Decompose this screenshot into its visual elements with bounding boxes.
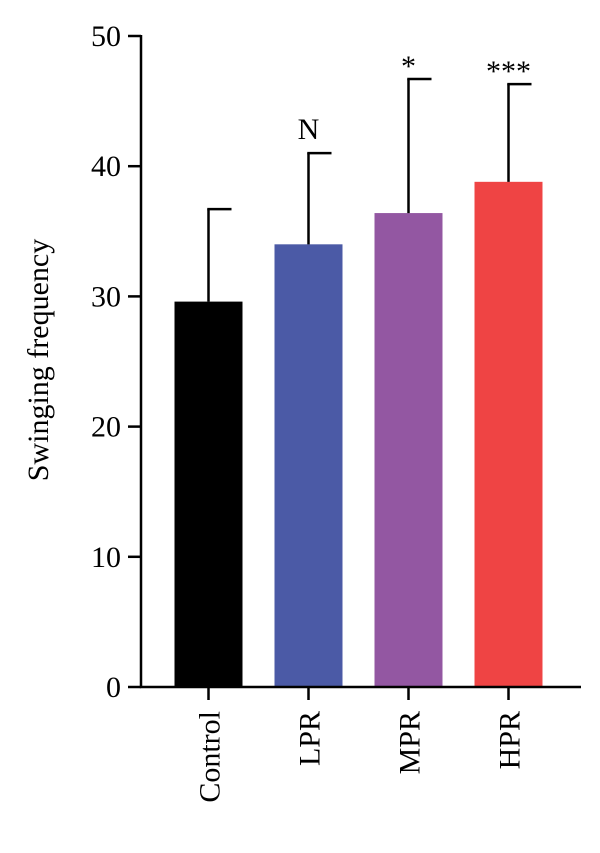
category-label: HPR xyxy=(494,711,527,769)
x-axis-category-labels: Control LPR MPR HPR xyxy=(194,687,527,803)
bars xyxy=(174,181,543,687)
y-tick-label: 30 xyxy=(91,280,121,313)
y-tick-label: 10 xyxy=(91,541,121,574)
y-tick-label: 50 xyxy=(91,20,121,53)
y-tick-label: 0 xyxy=(106,671,121,704)
category-label: MPR xyxy=(394,711,427,774)
y-tick-label: 40 xyxy=(91,150,121,183)
significance-label: * xyxy=(401,50,416,83)
bar-lpr xyxy=(274,244,343,687)
error-bars xyxy=(207,77,532,302)
significance-label: N xyxy=(298,113,320,146)
significance-labels: N* *** xyxy=(298,50,531,146)
category-label: Control xyxy=(194,711,227,803)
bar-control xyxy=(174,301,243,687)
y-axis-label: Swinging frequency xyxy=(22,239,55,481)
bar-mpr xyxy=(374,213,443,687)
bar-hpr xyxy=(474,181,543,687)
significance-label: *** xyxy=(486,55,531,88)
category-label: LPR xyxy=(294,711,327,766)
y-axis-ticks: 0 10 20 30 40 50 xyxy=(91,20,141,704)
y-tick-label: 20 xyxy=(91,411,121,444)
